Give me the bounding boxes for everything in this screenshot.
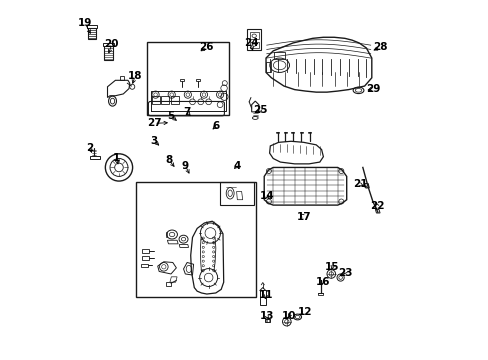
Bar: [141, 264, 148, 267]
Text: 17: 17: [296, 212, 310, 221]
Text: 12: 12: [297, 307, 311, 317]
Text: 26: 26: [199, 42, 214, 52]
Text: 6: 6: [212, 121, 219, 131]
Bar: [147, 42, 229, 116]
Text: 22: 22: [369, 201, 384, 211]
Bar: [86, 25, 97, 28]
Text: 20: 20: [104, 40, 119, 49]
Text: 28: 28: [372, 42, 386, 52]
Bar: [104, 45, 113, 60]
Text: 8: 8: [165, 155, 172, 165]
Bar: [161, 96, 169, 104]
Bar: [142, 249, 149, 253]
Text: 18: 18: [128, 71, 142, 81]
Bar: [102, 42, 114, 45]
Text: 25: 25: [252, 105, 266, 115]
Text: 27: 27: [146, 118, 161, 128]
Text: 13: 13: [259, 311, 274, 321]
Text: 11: 11: [258, 291, 273, 301]
Text: 4: 4: [233, 161, 241, 171]
Bar: [249, 32, 258, 40]
Text: 23: 23: [337, 267, 351, 278]
Bar: [180, 79, 184, 81]
Bar: [260, 291, 265, 305]
Bar: [136, 182, 256, 297]
Text: 21: 21: [352, 179, 366, 189]
Bar: [170, 96, 178, 104]
Bar: [142, 256, 149, 260]
Text: 29: 29: [365, 84, 379, 94]
Text: 1: 1: [113, 153, 120, 163]
Bar: [89, 156, 100, 159]
Text: 10: 10: [282, 311, 296, 320]
Text: 16: 16: [315, 277, 329, 287]
Text: 19: 19: [78, 18, 92, 28]
Bar: [195, 79, 200, 81]
Bar: [152, 96, 160, 104]
Bar: [88, 28, 96, 39]
Text: 2: 2: [86, 143, 93, 153]
Text: 24: 24: [243, 38, 258, 48]
Bar: [249, 41, 258, 48]
Text: 9: 9: [182, 161, 188, 171]
Bar: [220, 182, 254, 205]
Bar: [265, 319, 270, 322]
Text: 3: 3: [150, 136, 158, 145]
Bar: [247, 30, 261, 50]
Text: 5: 5: [167, 111, 174, 121]
Bar: [274, 51, 285, 59]
Text: 15: 15: [325, 262, 339, 272]
Bar: [318, 293, 322, 296]
Text: 7: 7: [183, 107, 190, 117]
Text: 14: 14: [259, 191, 274, 201]
Bar: [166, 282, 171, 286]
